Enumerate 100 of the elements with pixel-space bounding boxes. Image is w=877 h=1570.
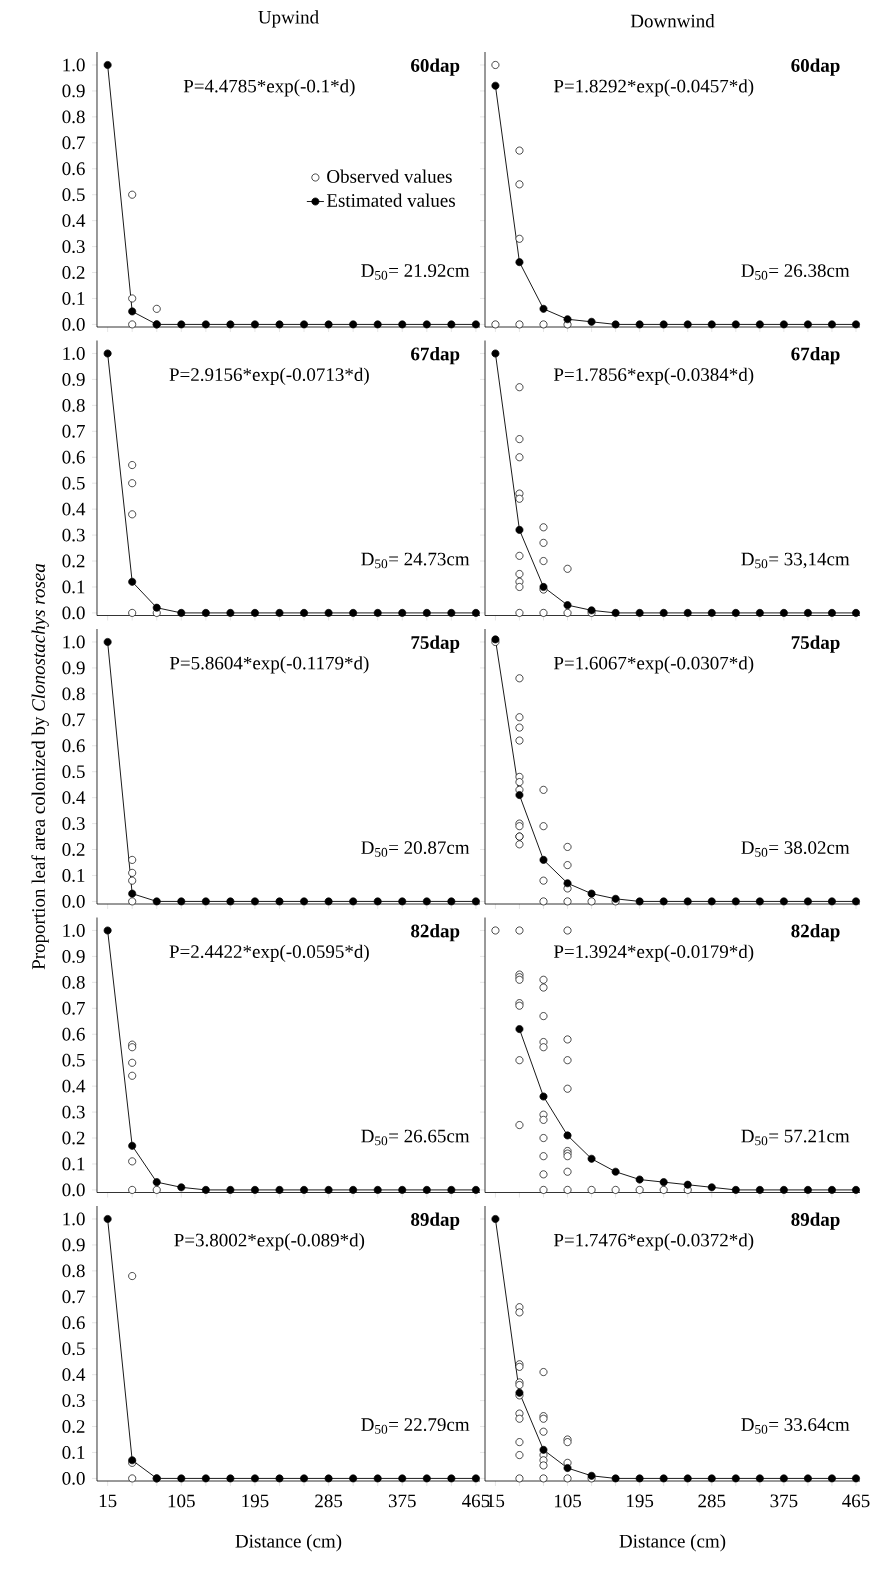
y-tick-label: 0.0 (62, 317, 85, 331)
y-tick-label: 0.9 (62, 1238, 85, 1252)
annotation: P=1.7856*exp(-0.0384*d) (553, 367, 754, 385)
annotation: D$_{50}$= 38.02cm (741, 841, 850, 857)
y-tick-label: 0.0 (62, 1471, 85, 1485)
x-tick-label: 105 (168, 1494, 195, 1508)
y-tick-label: 0.7 (62, 424, 85, 438)
y-tick-label: 0.0 (62, 1183, 85, 1197)
y-tick-label: 0.4 (62, 502, 86, 516)
y-tick-label: 0.4 (62, 1079, 86, 1093)
y-tick-label: 0.2 (62, 554, 85, 568)
y-tick-label: 0.4 (62, 1368, 86, 1382)
x-tick-label: 375 (388, 1494, 416, 1508)
x-axis-title: Distance (cm) (619, 1534, 726, 1552)
y-tick-label: 0.7 (62, 713, 85, 727)
y-tick-label: 0.4 (62, 791, 86, 805)
y-tick-label: 0.6 (62, 1027, 85, 1041)
chart-subtitle: 75dap (411, 635, 460, 653)
x-tick-label: 105 (554, 1494, 582, 1508)
annotation: P=1.8292*exp(-0.0457*d) (553, 79, 754, 97)
x-axis-title: Distance (cm) (235, 1534, 342, 1552)
y-tick-label: 0.8 (62, 1264, 85, 1278)
y-tick-label: 0.6 (62, 739, 85, 753)
annotation: P=3.8002*exp(-0.089*d) (174, 1233, 365, 1251)
y-tick-label: 0.4 (62, 214, 86, 228)
y-tick-label: 0.5 (62, 1342, 85, 1356)
y-tick-label: 0.8 (62, 110, 85, 124)
chart-subtitle: 82dap (791, 924, 840, 942)
x-tick-label: 285 (315, 1494, 343, 1508)
chart-title: Downwind (630, 14, 715, 28)
y-tick-label: 0.3 (62, 528, 85, 542)
y-tick-label: 0.1 (62, 580, 85, 594)
y-tick-label: 0.1 (62, 1446, 85, 1459)
chart-subtitle: 67dap (791, 347, 840, 365)
y-tick-label: 0.3 (62, 240, 85, 254)
y-tick-label: 1.0 (63, 58, 85, 72)
x-tick-label: 285 (698, 1494, 726, 1508)
annotation: P=1.6067*exp(-0.0307*d) (553, 656, 754, 674)
y-tick-label: 0.8 (62, 975, 85, 989)
y-tick-label: 0.2 (62, 843, 85, 856)
annotation: D$_{50}$= 33.64cm (741, 1418, 850, 1434)
y-tick-label: 0.1 (62, 869, 85, 882)
annotation: D$_{50}$= 57.21cm (741, 1129, 850, 1146)
y-tick-label: 0.5 (62, 476, 85, 490)
x-tick-label: 15 (99, 1494, 117, 1508)
annotation: D$_{50}$= 21.92cm (361, 264, 470, 280)
chart-subtitle: 60dap (411, 58, 460, 76)
y-tick-label: 0.0 (62, 606, 85, 620)
y-tick-label: 0.3 (62, 817, 85, 831)
y-tick-label: 0.6 (62, 450, 85, 464)
y-tick-label: 0.9 (62, 372, 85, 386)
y-tick-label: 0.0 (62, 894, 85, 908)
annotation: D$_{50}$= 26.65cm (361, 1129, 470, 1146)
y-tick-label: 0.9 (62, 84, 85, 98)
annotation: D$_{50}$= 20.87cm (361, 841, 470, 857)
chart-subtitle: 82dap (411, 924, 460, 942)
y-axis-title: Proportion leaf area colonized by Clonostachys rosea (31, 563, 49, 970)
x-tick-label: 195 (242, 1494, 269, 1508)
annotation: P=4.4785*exp(-0.1*d) (183, 79, 355, 97)
y-tick-label: 0.1 (62, 292, 85, 305)
y-tick-label: 0.1 (62, 1157, 85, 1171)
legend-label: Observed values (327, 169, 452, 183)
y-tick-label: 0.2 (62, 266, 85, 279)
y-tick-label: 0.8 (62, 687, 85, 701)
y-tick-label: 0.7 (62, 1290, 85, 1304)
x-tick-label: 375 (770, 1494, 798, 1508)
y-tick-label: 0.6 (62, 1316, 85, 1330)
y-tick-label: 0.3 (62, 1394, 85, 1408)
chart-subtitle: 89dap (411, 1212, 460, 1230)
y-tick-label: 1.0 (63, 635, 85, 649)
y-tick-label: 0.8 (62, 398, 85, 412)
y-tick-label: 0.7 (62, 1001, 85, 1015)
y-tick-label: 0.5 (62, 765, 85, 779)
y-tick-label: 1.0 (63, 924, 85, 937)
annotation: D$_{50}$= 33,14cm (741, 552, 850, 569)
chart-subtitle: 67dap (411, 347, 460, 365)
x-tick-label: 195 (627, 1494, 654, 1508)
y-tick-label: 0.2 (62, 1420, 85, 1433)
y-tick-label: 0.7 (62, 136, 85, 150)
y-tick-label: 0.3 (62, 1105, 85, 1119)
annotation: P=1.7476*exp(-0.0372*d) (553, 1233, 754, 1251)
y-tick-label: 1.0 (63, 1212, 85, 1226)
annotation: P=1.3924*exp(-0.0179*d) (553, 944, 754, 962)
annotation: D$_{50}$= 26.38cm (741, 264, 850, 280)
chart-title: Upwind (258, 10, 319, 28)
y-tick-label: 0.6 (62, 162, 85, 176)
annotation: P=2.9156*exp(-0.0713*d) (169, 367, 369, 385)
annotation: D$_{50}$= 22.79cm (361, 1418, 470, 1434)
y-tick-label: 0.5 (62, 188, 85, 202)
chart-subtitle: 89dap (791, 1212, 840, 1230)
y-tick-label: 0.2 (62, 1131, 85, 1145)
annotation: D$_{50}$= 24.73cm (361, 552, 470, 569)
y-tick-label: 0.9 (62, 661, 85, 675)
y-tick-label: 1.0 (63, 347, 85, 360)
annotation: P=2.4422*exp(-0.0595*d) (169, 944, 369, 962)
chart-subtitle: 60dap (791, 58, 840, 76)
legend-label: Estimated values (326, 193, 455, 207)
y-tick-label: 0.5 (62, 1053, 85, 1067)
y-tick-label: 0.9 (62, 949, 85, 963)
chart-subtitle: 75dap (791, 635, 840, 653)
